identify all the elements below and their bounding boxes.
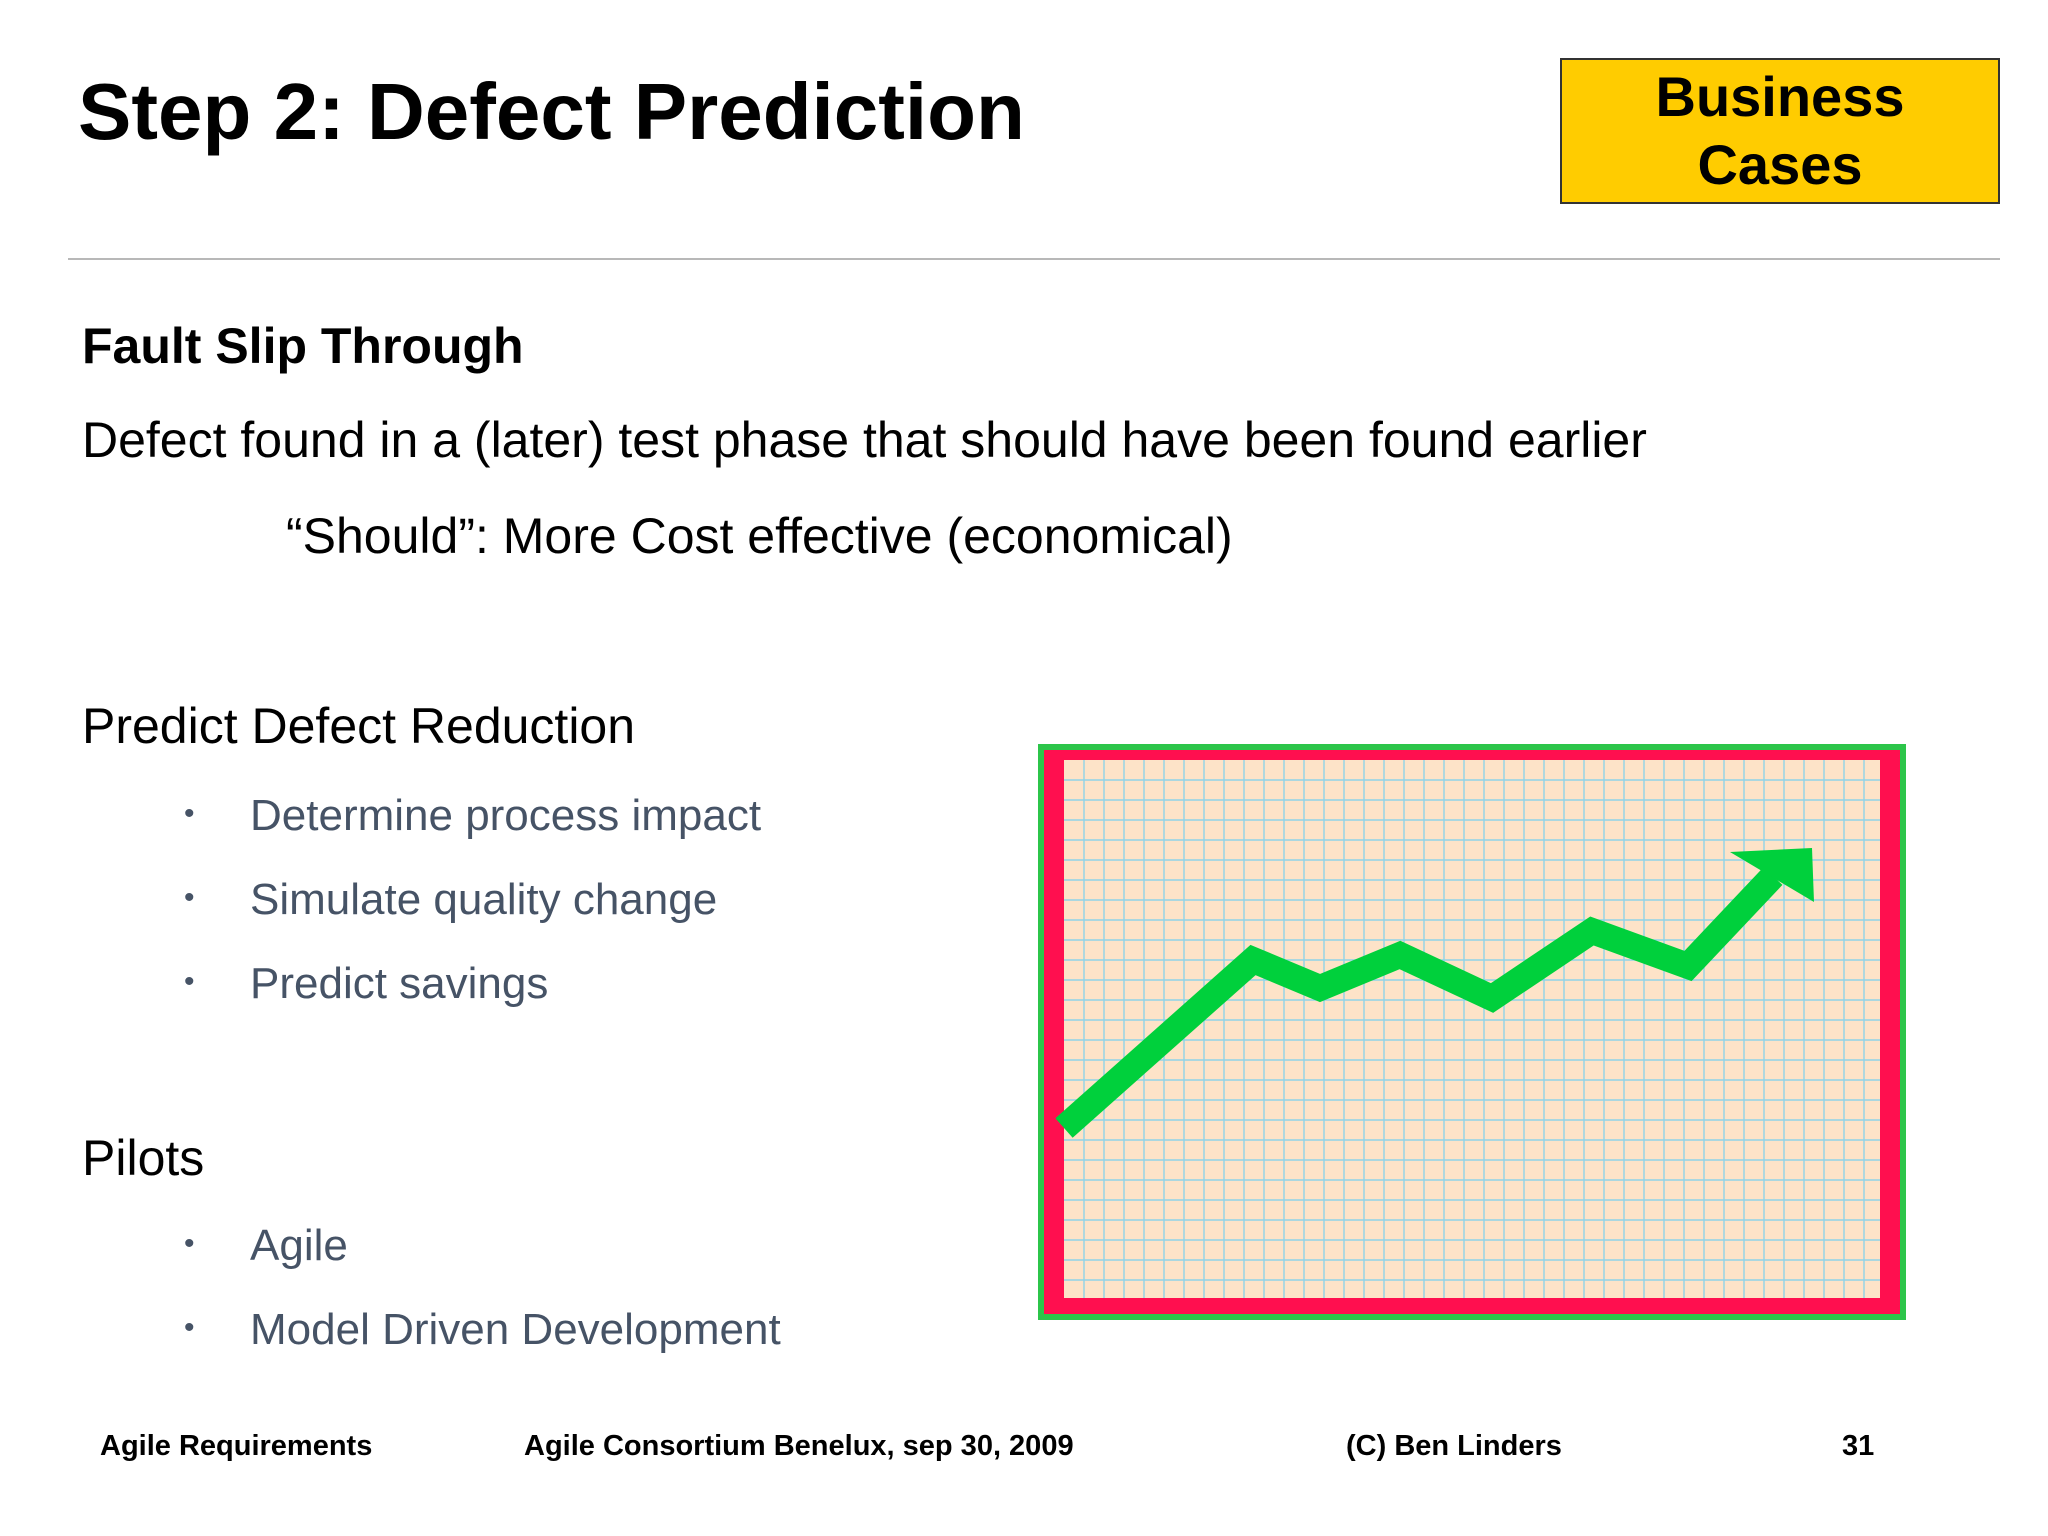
badge-line-1: Business	[1655, 65, 1905, 128]
badge-line-2: Cases	[1697, 133, 1863, 196]
footer-course: Agile Requirements	[100, 1430, 373, 1462]
section-predict-title: Predict Defect Reduction	[82, 698, 636, 754]
business-cases-badge: Business Cases	[1560, 58, 2000, 204]
section-pilots-title: Pilots	[82, 1130, 205, 1186]
bullet-icon: •	[184, 1311, 195, 1344]
bullet-text: Determine process impact	[250, 791, 762, 840]
chart-grid	[1064, 760, 1880, 1298]
slide-title: Step 2: Defect Prediction	[78, 67, 1025, 156]
bullet-text: Predict savings	[250, 959, 549, 1008]
should-note: “Should”: More Cost effective (economica…	[286, 508, 1233, 564]
bullet-text: Agile	[250, 1221, 348, 1270]
rising-trend-chart-icon	[1038, 744, 1906, 1320]
trend-line	[1055, 867, 1783, 1138]
title-divider	[68, 258, 2000, 260]
page-number: 31	[1842, 1430, 1875, 1462]
footer-copyright: (C) Ben Linders	[1346, 1430, 1562, 1462]
bullet-icon: •	[184, 881, 195, 914]
definition-text: Defect found in a (later) test phase tha…	[82, 412, 1647, 468]
fault-slip-heading: Fault Slip Through	[82, 318, 524, 374]
bullet-icon: •	[184, 797, 195, 830]
bullet-icon: •	[184, 1227, 195, 1260]
arrow-head-icon	[1730, 848, 1814, 902]
footer-event: Agile Consortium Benelux, sep 30, 2009	[524, 1430, 1074, 1462]
bullet-icon: •	[184, 965, 195, 998]
bullet-text: Simulate quality change	[250, 875, 718, 924]
bullet-text: Model Driven Development	[250, 1305, 781, 1354]
